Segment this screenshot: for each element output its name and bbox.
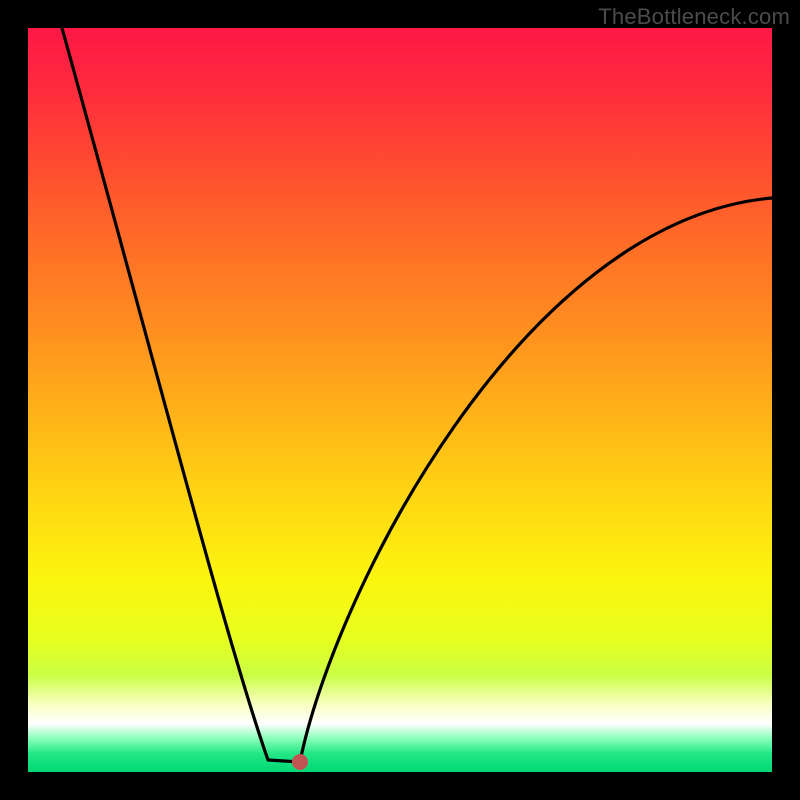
optimum-marker [292, 754, 308, 770]
plot-background [28, 28, 772, 772]
bottleneck-chart [28, 28, 772, 772]
chart-container: TheBottleneck.com [0, 0, 800, 800]
watermark-text: TheBottleneck.com [598, 4, 790, 30]
